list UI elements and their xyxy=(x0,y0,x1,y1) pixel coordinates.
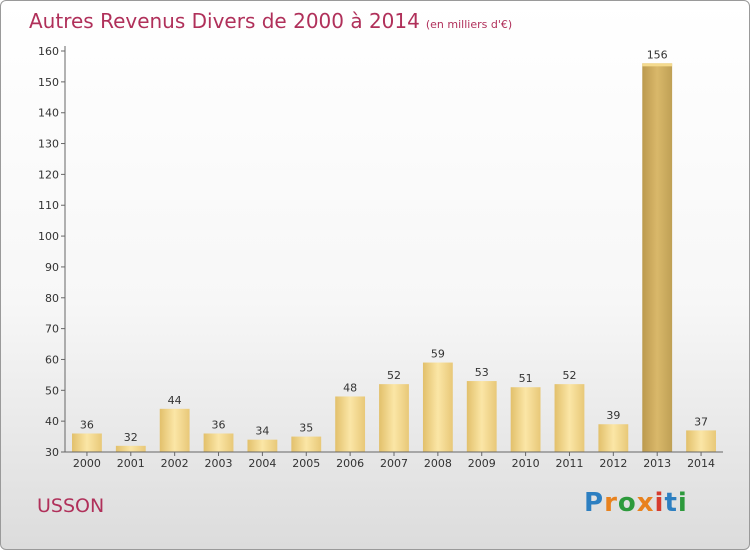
x-tick-label: 2008 xyxy=(424,457,452,470)
x-tick-label: 2003 xyxy=(205,457,233,470)
bar-2010 xyxy=(510,387,541,452)
x-tick-label: 2004 xyxy=(248,457,276,470)
y-tick-label: 40 xyxy=(45,415,59,428)
bar-value-label: 156 xyxy=(647,48,668,61)
place-name: USSON xyxy=(37,495,105,517)
logo-letter: P xyxy=(584,488,605,518)
axes-layer: 2000 2001 2002 2003 2004 2005 2006 2007 2008 2009… xyxy=(38,45,723,470)
logo-letter: r xyxy=(604,488,618,518)
bar-2000 xyxy=(72,433,102,452)
bar-2006 xyxy=(335,396,366,452)
y-tick-label: 120 xyxy=(38,168,59,181)
proxiti-logo[interactable]: Proxiti xyxy=(584,488,688,518)
logo-letter: i xyxy=(654,488,665,518)
bar-value-label: 48 xyxy=(343,381,357,394)
bar-value-label: 37 xyxy=(694,415,708,428)
bar-2002 xyxy=(159,408,190,452)
x-tick-label: 2009 xyxy=(468,457,496,470)
x-tick-label: 2005 xyxy=(292,457,320,470)
y-tick-label: 110 xyxy=(38,199,59,212)
x-tick-label: 2011 xyxy=(555,457,583,470)
bar-value-label: 52 xyxy=(562,369,576,382)
logo-letter: t xyxy=(664,488,678,518)
bar-2009 xyxy=(466,381,497,452)
y-tick-label: 80 xyxy=(45,292,59,305)
bar-2013 xyxy=(642,63,673,452)
y-tick-label: 70 xyxy=(45,323,59,336)
x-tick-label: 2007 xyxy=(380,457,408,470)
bar-2001 xyxy=(115,445,146,452)
y-tick-label: 90 xyxy=(45,261,59,274)
y-tick-label: 160 xyxy=(38,45,59,58)
bar-value-label: 34 xyxy=(255,425,269,438)
bar-value-label: 53 xyxy=(475,366,489,379)
bar-2008 xyxy=(422,362,453,452)
x-tick-label: 2000 xyxy=(73,457,101,470)
y-tick-label: 30 xyxy=(45,446,59,459)
logo-letter: o xyxy=(617,488,637,518)
bar-2011 xyxy=(554,384,585,452)
x-tick-label: 2006 xyxy=(336,457,364,470)
x-tick-label: 2014 xyxy=(687,457,715,470)
bar-top-highlight xyxy=(642,63,673,67)
y-tick-label: 100 xyxy=(38,230,59,243)
bar-value-label: 35 xyxy=(299,422,313,435)
x-tick-label: 2010 xyxy=(512,457,540,470)
logo-letter: i xyxy=(677,488,688,518)
logo-letter: x xyxy=(636,488,655,518)
bars-layer: 36 32 44 36 34 35 48 52 59 53 51 52 39 156 37 xyxy=(72,48,716,452)
x-tick-label: 2012 xyxy=(599,457,627,470)
bar-value-label: 52 xyxy=(387,369,401,382)
bar-value-label: 32 xyxy=(124,431,138,444)
bar-2007 xyxy=(379,384,409,452)
y-tick-label: 60 xyxy=(45,353,59,366)
bar-value-label: 39 xyxy=(606,409,620,422)
y-tick-label: 130 xyxy=(38,138,59,151)
bar-value-label: 51 xyxy=(519,372,533,385)
bar-2005 xyxy=(291,436,322,452)
bar-value-label: 44 xyxy=(168,394,182,407)
y-tick-label: 140 xyxy=(38,107,59,120)
bar-2014 xyxy=(686,430,716,452)
bar-2012 xyxy=(598,424,629,452)
y-tick-label: 50 xyxy=(45,384,59,397)
bar-2004 xyxy=(247,439,278,452)
x-tick-label: 2002 xyxy=(161,457,189,470)
x-tick-label: 2013 xyxy=(643,457,671,470)
bar-value-label: 36 xyxy=(212,418,226,431)
bar-value-label: 36 xyxy=(80,418,94,431)
chart-title-block: Autres Revenus Divers de 2000 à 2014 (en … xyxy=(29,9,512,33)
chart-title: Autres Revenus Divers de 2000 à 2014 xyxy=(29,9,420,33)
chart-subtitle: (en milliers d'€) xyxy=(425,18,513,31)
bar-value-label: 59 xyxy=(431,348,445,361)
x-tick-label: 2001 xyxy=(117,457,145,470)
y-tick-label: 150 xyxy=(38,76,59,89)
bar-2003 xyxy=(203,433,234,452)
